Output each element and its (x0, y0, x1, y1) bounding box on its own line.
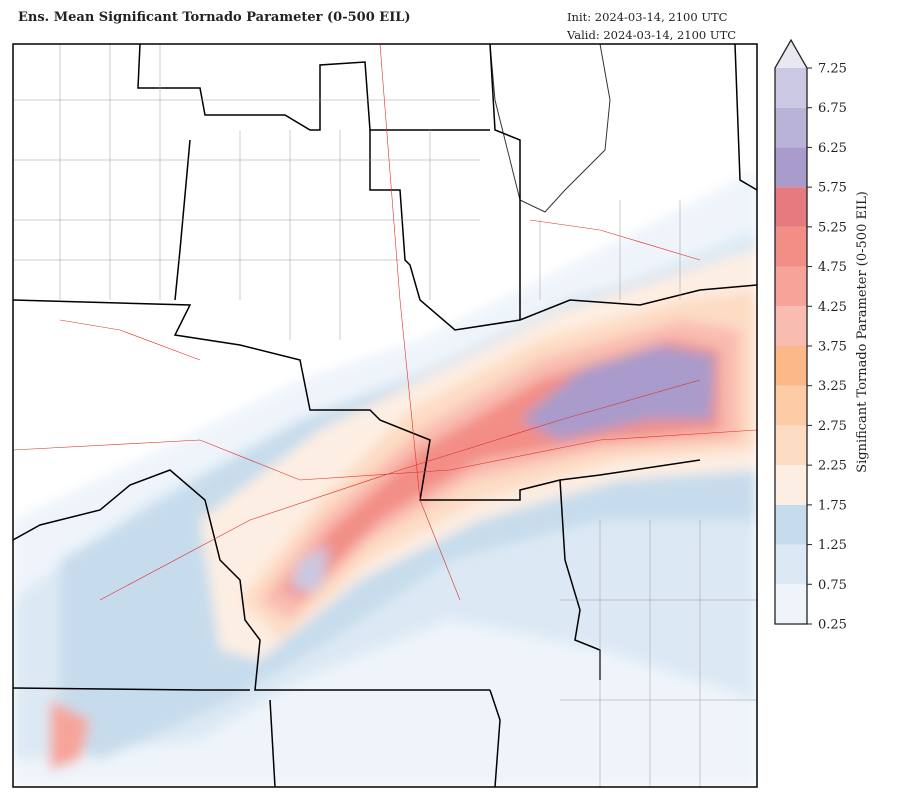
colorbar: 0.25 0.75 1.25 1.75 2.25 2.75 3.25 3.75 4.25 4.75… (774, 38, 847, 633)
colorbar-segment (775, 306, 807, 346)
colorbar-tick-label: 4.75 (818, 260, 847, 275)
colorbar-segment (775, 465, 807, 505)
colorbar-segment (775, 68, 807, 108)
colorbar-tick-label: 3.25 (818, 379, 847, 394)
map (13, 44, 757, 787)
colorbar-segment (775, 107, 807, 148)
title: Ens. Mean Significant Tornado Parameter … (18, 10, 411, 25)
colorbar-segment (775, 147, 807, 188)
colorbar-tick-label: 2.25 (818, 459, 847, 474)
colorbar-tick-label: 1.75 (818, 498, 847, 513)
init-time: Init: 2024-03-14, 2100 UTC (567, 10, 728, 24)
colorbar-tick-label: 2.75 (818, 419, 847, 434)
colorbar-tick-label: 0.75 (818, 578, 847, 593)
colorbar-extension (775, 40, 807, 68)
colorbar-label: Significant Tornado Parameter (0-500 EIL… (855, 191, 870, 473)
colorbar-segment (775, 504, 807, 545)
colorbar-segment (775, 385, 807, 426)
colorbar-tick-label: 7.25 (818, 62, 847, 77)
colorbar-segment (775, 346, 807, 386)
colorbar-segment (775, 266, 807, 307)
roads (13, 44, 757, 601)
valid-time: Valid: 2024-03-14, 2100 UTC (566, 28, 736, 42)
map-frame (12, 43, 758, 788)
colorbar-tick-label: 0.25 (818, 618, 847, 633)
colorbar-tick-label: 5.25 (818, 220, 847, 235)
colorbar-tick-label: 6.25 (818, 141, 847, 156)
county-grid (13, 44, 757, 787)
field (13, 170, 757, 787)
colorbar-tick-label: 5.75 (818, 181, 847, 196)
colorbar-outline (774, 38, 808, 625)
colorbar-segment (775, 226, 807, 267)
colorbar-segment (775, 425, 807, 466)
colorbar-segment (775, 187, 807, 227)
colorbar-tick-label: 4.25 (818, 300, 847, 315)
colorbar-segment (775, 544, 807, 585)
colorbar-tick-label: 3.75 (818, 340, 847, 355)
colorbar-tick-label: 1.25 (818, 538, 847, 553)
colorbar-tick-label: 6.75 (818, 101, 847, 116)
colorbar-segment (775, 584, 807, 624)
